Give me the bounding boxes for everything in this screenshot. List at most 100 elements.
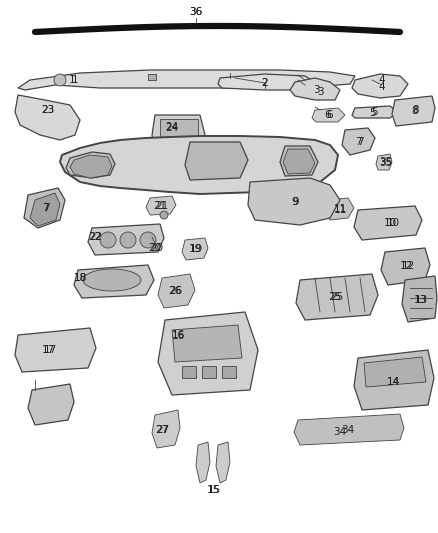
Polygon shape: [158, 312, 258, 395]
Polygon shape: [28, 384, 74, 425]
Bar: [182, 366, 196, 378]
Polygon shape: [172, 325, 242, 362]
Text: 26: 26: [168, 286, 182, 296]
Text: 25: 25: [328, 292, 342, 302]
Text: 17: 17: [41, 345, 55, 355]
Text: 24: 24: [166, 122, 179, 132]
Text: 22: 22: [89, 232, 102, 242]
Polygon shape: [152, 115, 205, 150]
Polygon shape: [30, 193, 60, 226]
Text: 34: 34: [341, 425, 355, 435]
Polygon shape: [196, 442, 210, 483]
Text: 15: 15: [207, 485, 221, 495]
Text: 9: 9: [292, 197, 298, 207]
Text: 12: 12: [399, 261, 413, 271]
Text: 27: 27: [155, 425, 169, 435]
Polygon shape: [290, 78, 340, 100]
Text: 6: 6: [327, 110, 333, 120]
Text: 23: 23: [41, 105, 55, 115]
Text: 3: 3: [317, 87, 323, 97]
Text: 7: 7: [357, 137, 363, 147]
Text: 7: 7: [42, 203, 49, 213]
Polygon shape: [283, 149, 315, 174]
Text: 14: 14: [386, 377, 399, 387]
Text: 16: 16: [171, 330, 185, 340]
Text: 27: 27: [156, 425, 170, 435]
Polygon shape: [248, 178, 340, 225]
Text: 21: 21: [153, 201, 166, 211]
Text: 19: 19: [189, 244, 203, 254]
Text: 15: 15: [206, 485, 219, 495]
Text: 35: 35: [379, 158, 392, 168]
Text: 26: 26: [170, 286, 183, 296]
Circle shape: [160, 211, 168, 219]
Polygon shape: [146, 196, 176, 215]
Text: 10: 10: [386, 218, 399, 228]
Text: 19: 19: [188, 244, 201, 254]
Bar: [222, 366, 236, 378]
Text: 13: 13: [413, 295, 427, 305]
Polygon shape: [88, 224, 164, 255]
Polygon shape: [15, 95, 80, 140]
Polygon shape: [342, 128, 375, 155]
Text: 13: 13: [414, 295, 427, 305]
Polygon shape: [402, 276, 437, 322]
Polygon shape: [15, 328, 96, 372]
Text: 11: 11: [333, 205, 346, 215]
Text: 11: 11: [333, 204, 346, 214]
Text: 7: 7: [355, 137, 361, 147]
Polygon shape: [325, 198, 354, 220]
Polygon shape: [152, 410, 180, 448]
Polygon shape: [70, 155, 112, 178]
Text: 4: 4: [379, 82, 385, 92]
Text: 1: 1: [72, 75, 78, 85]
Text: 5: 5: [372, 107, 378, 117]
Polygon shape: [160, 119, 198, 148]
Text: 36: 36: [189, 7, 203, 17]
Bar: [202, 366, 216, 378]
Polygon shape: [66, 152, 115, 178]
Text: 7: 7: [42, 203, 48, 213]
Polygon shape: [18, 70, 355, 90]
Polygon shape: [381, 248, 430, 285]
Polygon shape: [185, 142, 248, 180]
Polygon shape: [312, 108, 345, 122]
Circle shape: [100, 232, 116, 248]
Text: 6: 6: [325, 110, 331, 120]
Polygon shape: [392, 96, 435, 126]
Circle shape: [54, 74, 66, 86]
Text: 18: 18: [74, 273, 87, 283]
Text: 2: 2: [261, 78, 268, 88]
Polygon shape: [376, 154, 392, 170]
Circle shape: [120, 232, 136, 248]
Text: 17: 17: [43, 345, 57, 355]
Text: 36: 36: [189, 7, 203, 17]
Polygon shape: [294, 414, 404, 445]
Polygon shape: [182, 238, 208, 260]
Text: 3: 3: [313, 85, 319, 95]
Text: 10: 10: [383, 218, 396, 228]
Polygon shape: [158, 274, 195, 308]
Text: 25: 25: [330, 292, 344, 302]
Bar: [148, 74, 156, 80]
Polygon shape: [352, 106, 398, 118]
Text: 5: 5: [370, 108, 376, 118]
Text: 20: 20: [150, 243, 163, 253]
Circle shape: [140, 232, 156, 248]
Text: 16: 16: [171, 331, 185, 341]
Polygon shape: [74, 265, 154, 298]
Polygon shape: [354, 206, 422, 240]
Text: 1: 1: [69, 75, 75, 85]
Text: 23: 23: [41, 105, 55, 115]
Text: 18: 18: [74, 273, 87, 283]
Text: 24: 24: [166, 123, 179, 133]
Polygon shape: [60, 136, 338, 194]
Text: 2: 2: [261, 78, 268, 88]
Text: 22: 22: [88, 232, 102, 242]
Ellipse shape: [83, 269, 141, 291]
Text: 9: 9: [293, 197, 299, 207]
Polygon shape: [364, 357, 426, 387]
Text: 20: 20: [148, 243, 162, 253]
Polygon shape: [296, 274, 378, 320]
Polygon shape: [24, 188, 65, 228]
